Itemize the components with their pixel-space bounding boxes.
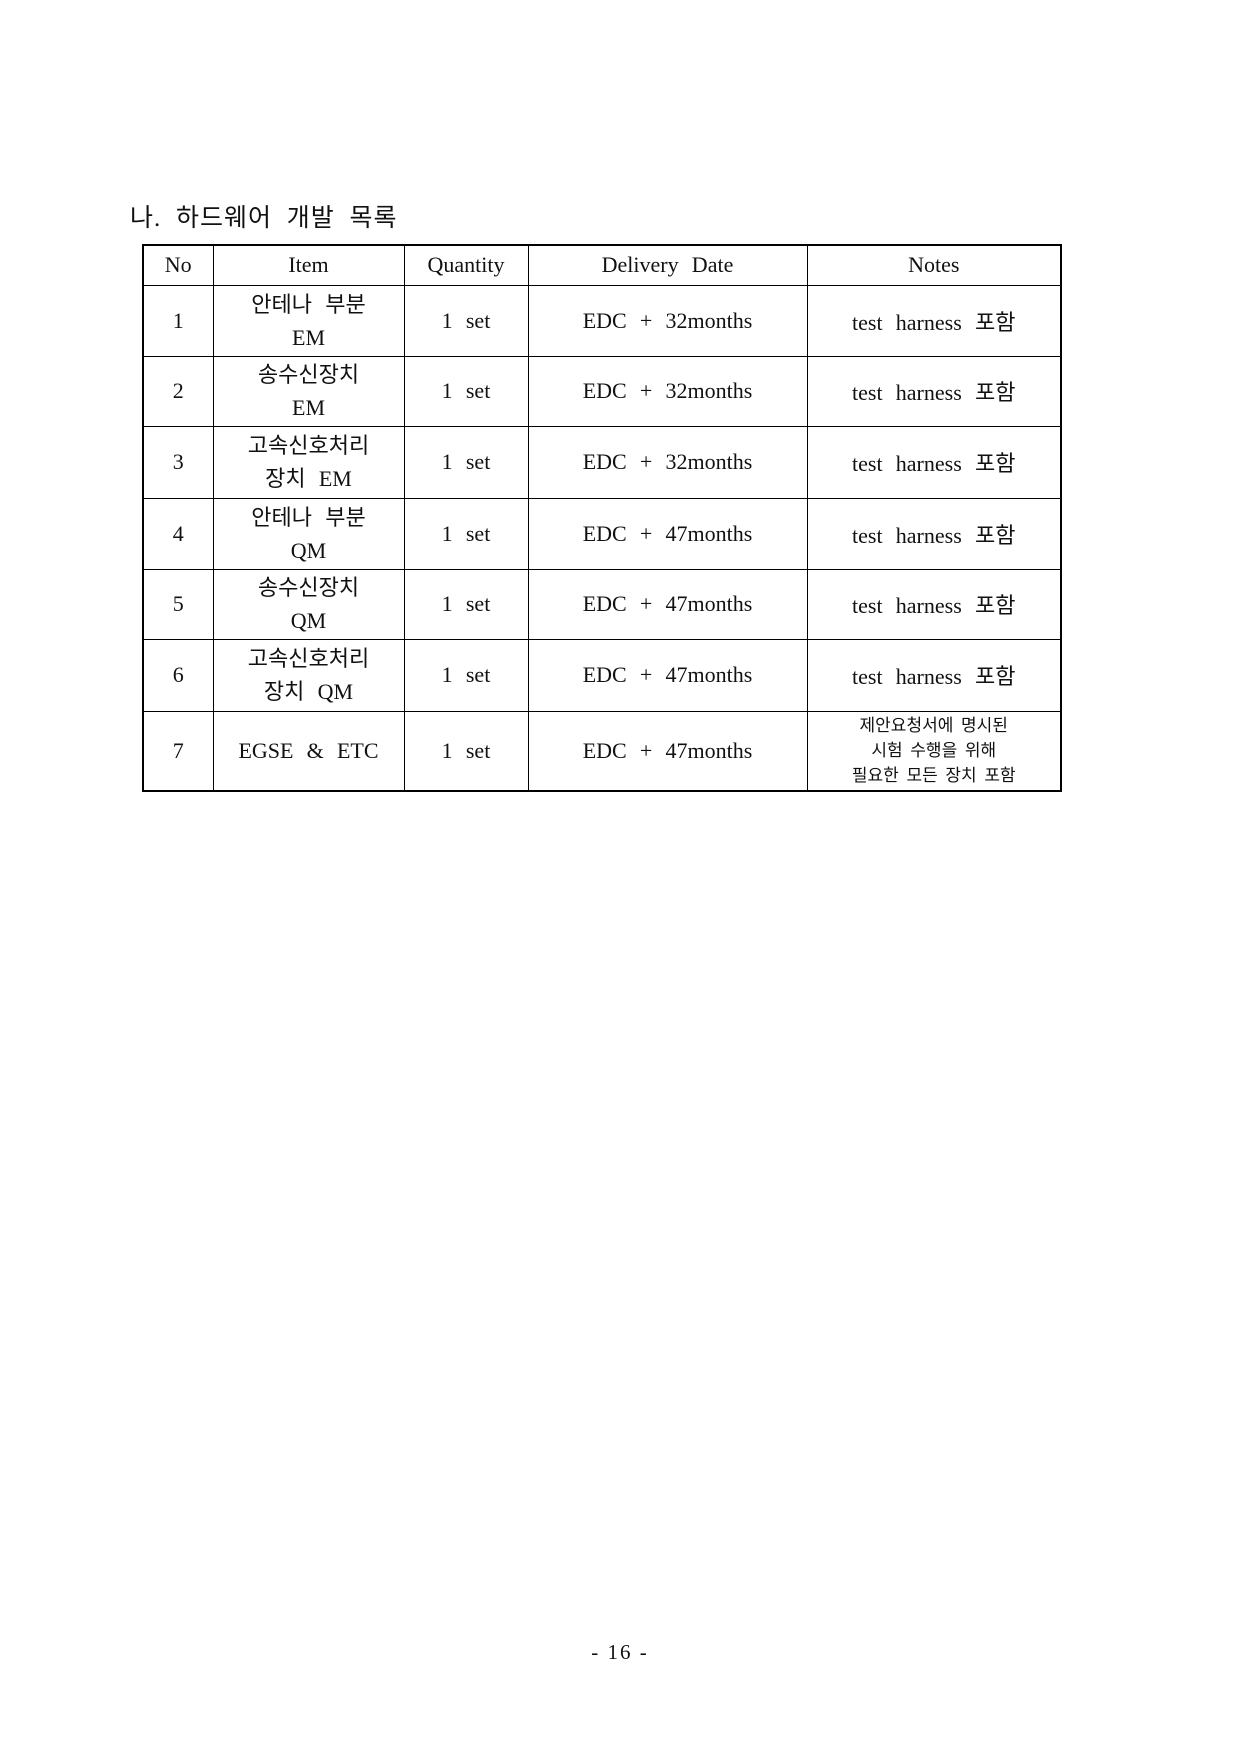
cell-item: EGSE & ETC	[212, 710, 405, 792]
cell-quantity: 1 set	[403, 284, 529, 357]
cell-notes: test harness 포함	[806, 568, 1062, 640]
item-line: QM	[290, 537, 327, 563]
item-line: 고속신호처리	[247, 433, 370, 458]
note-line: 제안요청서에 명시된	[859, 716, 1008, 736]
item-line: 장치 EM	[265, 466, 352, 491]
item-line: 송수신장치	[257, 575, 360, 600]
table-row: 4 안테나 부분 QM 1 set EDC + 47months test ha…	[142, 497, 1062, 570]
column-header-item: Item	[212, 244, 405, 286]
table-row: 2 송수신장치 EM 1 set EDC + 32months test har…	[142, 355, 1062, 427]
section-heading: 나. 하드웨어 개발 목록	[130, 205, 398, 232]
cell-delivery-date: EDC + 47months	[527, 710, 808, 792]
item-line: QM	[290, 608, 327, 633]
cell-delivery-date: EDC + 32months	[527, 284, 808, 357]
column-header-no: No	[142, 244, 214, 286]
cell-delivery-date: EDC + 47months	[527, 497, 808, 570]
table-row: 5 송수신장치 QM 1 set EDC + 47months test har…	[142, 568, 1062, 640]
cell-notes: test harness 포함	[806, 497, 1062, 570]
item-line: 안테나 부분	[251, 504, 366, 530]
table-header-row: No Item Quantity Delivery Date Notes	[142, 244, 1062, 286]
column-header-delivery-date: Delivery Date	[527, 244, 808, 286]
cell-quantity: 1 set	[403, 425, 529, 499]
page-number: - 16 -	[591, 1640, 649, 1664]
cell-item: 고속신호처리 장치 EM	[212, 425, 405, 499]
cell-no: 3	[142, 425, 214, 499]
cell-quantity: 1 set	[403, 497, 529, 570]
cell-quantity: 1 set	[403, 638, 529, 712]
cell-item: 송수신장치 EM	[212, 355, 405, 427]
cell-delivery-date: EDC + 47months	[527, 638, 808, 712]
cell-notes: test harness 포함	[806, 425, 1062, 499]
cell-no: 5	[142, 568, 214, 640]
hardware-development-table: No Item Quantity Delivery Date Notes 1 안…	[142, 244, 1062, 792]
cell-quantity: 1 set	[403, 568, 529, 640]
cell-no: 7	[142, 710, 214, 792]
item-line: EM	[292, 324, 325, 350]
column-header-notes: Notes	[806, 244, 1062, 286]
item-line: 안테나 부분	[251, 291, 366, 317]
cell-item: 송수신장치 QM	[212, 568, 405, 640]
cell-item: 고속신호처리 장치 QM	[212, 638, 405, 712]
cell-delivery-date: EDC + 47months	[527, 568, 808, 640]
table-row: 3 고속신호처리 장치 EM 1 set EDC + 32months test…	[142, 425, 1062, 499]
cell-no: 2	[142, 355, 214, 427]
note-line: 필요한 모든 장치 포함	[851, 766, 1016, 786]
cell-item: 안테나 부분 QM	[212, 497, 405, 570]
table-row: 6 고속신호처리 장치 QM 1 set EDC + 47months test…	[142, 638, 1062, 712]
cell-quantity: 1 set	[403, 355, 529, 427]
cell-notes: test harness 포함	[806, 638, 1062, 712]
cell-notes: 제안요청서에 명시된 시험 수행을 위해 필요한 모든 장치 포함	[806, 710, 1062, 792]
item-line: 송수신장치	[257, 362, 360, 387]
table-row: 1 안테나 부분 EM 1 set EDC + 32months test ha…	[142, 284, 1062, 357]
item-line: EM	[292, 395, 325, 420]
cell-no: 6	[142, 638, 214, 712]
cell-no: 1	[142, 284, 214, 357]
cell-delivery-date: EDC + 32months	[527, 355, 808, 427]
cell-quantity: 1 set	[403, 710, 529, 792]
cell-no: 4	[142, 497, 214, 570]
cell-notes: test harness 포함	[806, 284, 1062, 357]
cell-item: 안테나 부분 EM	[212, 284, 405, 357]
item-line: 고속신호처리	[247, 646, 370, 671]
column-header-quantity: Quantity	[403, 244, 529, 286]
cell-delivery-date: EDC + 32months	[527, 425, 808, 499]
cell-notes: test harness 포함	[806, 355, 1062, 427]
table-row: 7 EGSE & ETC 1 set EDC + 47months 제안요청서에…	[142, 710, 1062, 792]
item-line: 장치 QM	[263, 679, 354, 704]
note-line: 시험 수행을 위해	[871, 741, 997, 761]
